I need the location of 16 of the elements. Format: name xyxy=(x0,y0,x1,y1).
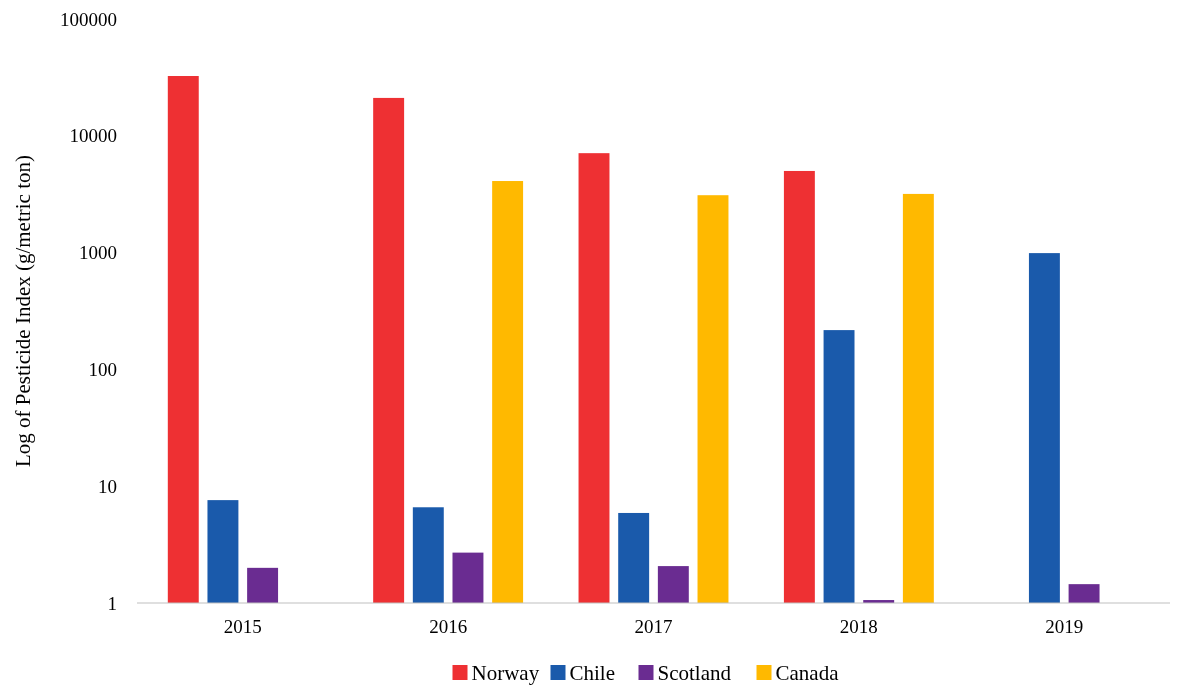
legend-label: Norway xyxy=(471,661,540,685)
x-tick-label: 2017 xyxy=(634,616,673,637)
x-tick-label: 2015 xyxy=(223,616,262,637)
x-tick-label: 2019 xyxy=(1045,616,1084,637)
y-tick-label: 1000 xyxy=(79,242,117,264)
y-tick-label: 100000 xyxy=(60,8,117,30)
legend-label: Scotland xyxy=(657,661,732,685)
legend-label: Chile xyxy=(569,661,615,685)
y-tick-label: 10000 xyxy=(69,125,117,147)
legend-label: Canada xyxy=(775,661,840,685)
y-tick-label: 100 xyxy=(88,358,117,380)
y-tick-label: 1 xyxy=(107,592,117,614)
y-tick-label: 10 xyxy=(98,475,117,497)
y-axis-title: Log of Pesticide Index (g/metric ton) xyxy=(11,155,35,467)
x-tick-label: 2016 xyxy=(429,616,468,637)
x-tick-label: 2018 xyxy=(839,616,878,637)
